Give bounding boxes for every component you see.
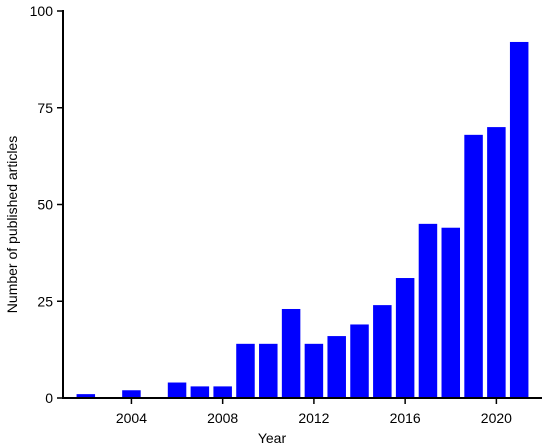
x-tick-label-2004: 2004 [116,410,147,426]
bar-2014 [350,324,369,398]
ticks-group: 0 25 50 75 100 2004 2008 2012 2016 2020 [30,3,513,426]
bar-2011 [281,308,301,398]
bar-2012 [304,343,324,398]
y-tick-label-0: 0 [45,390,53,406]
y-axis-label: Number of published articles [4,136,20,313]
bar-2015 [373,305,392,398]
bar-2013 [327,336,346,398]
bar-2006 [167,382,187,398]
bar-2020 [487,127,506,398]
bar-2009 [236,343,255,398]
y-tick-label-75: 75 [37,100,53,116]
bar-2008 [213,386,232,398]
bar-2002 [76,394,96,398]
x-tick-label-2020: 2020 [481,410,512,426]
bar-2007 [190,386,210,398]
bar-2019 [464,134,483,398]
x-tick-label-2016: 2016 [390,410,421,426]
bar-2021 [509,41,529,399]
x-axis-label: Year [258,430,287,446]
bar-2004 [122,390,141,398]
bar-2017 [418,223,438,398]
bar-2018 [441,227,461,398]
x-tick-label-2012: 2012 [298,410,329,426]
y-tick-label-25: 25 [37,293,53,309]
y-tick-label-50: 50 [37,197,53,213]
bar-2016 [395,278,415,398]
y-tick-label-100: 100 [30,3,54,19]
x-tick-label-2008: 2008 [207,410,238,426]
bars-group [76,41,529,399]
bar-2010 [259,343,278,398]
